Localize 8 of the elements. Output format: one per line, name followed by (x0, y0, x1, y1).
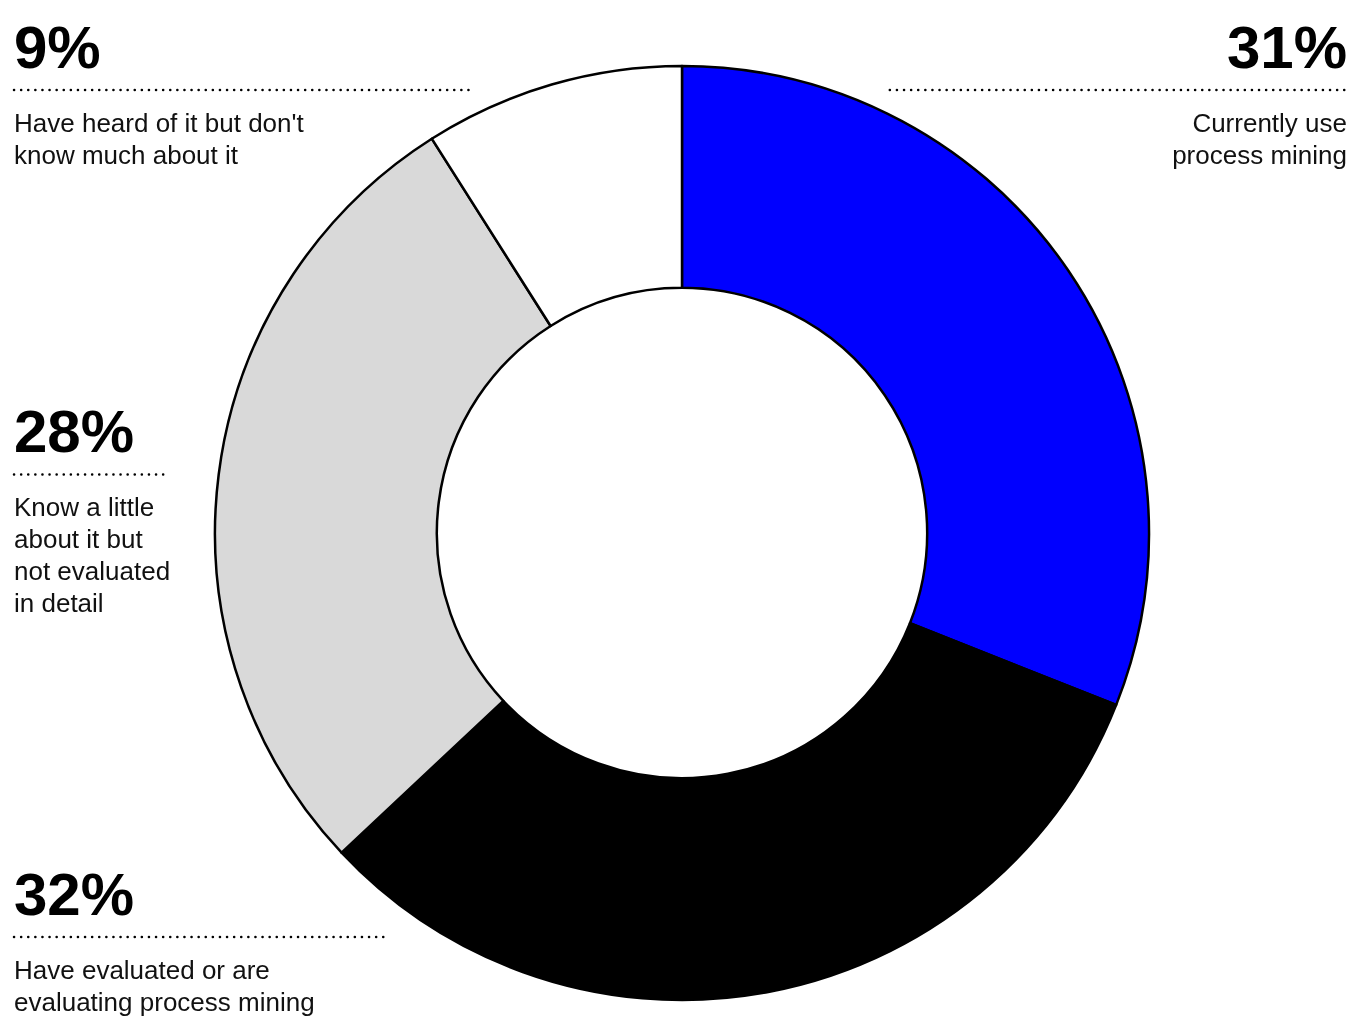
slice-label: Know a little about it but not evaluated in detail (14, 492, 171, 619)
data-label: 28% (14, 398, 135, 466)
slice-label: Currently use process mining (1172, 108, 1347, 170)
data-label: 9% (14, 14, 101, 81)
slice-label: Have heard of it but don't know much about it (14, 108, 305, 170)
data-label: 32% (14, 861, 135, 928)
data-label: 31% (1226, 14, 1347, 81)
slice-label: Have evaluated or are evaluating process mining (14, 955, 315, 1017)
